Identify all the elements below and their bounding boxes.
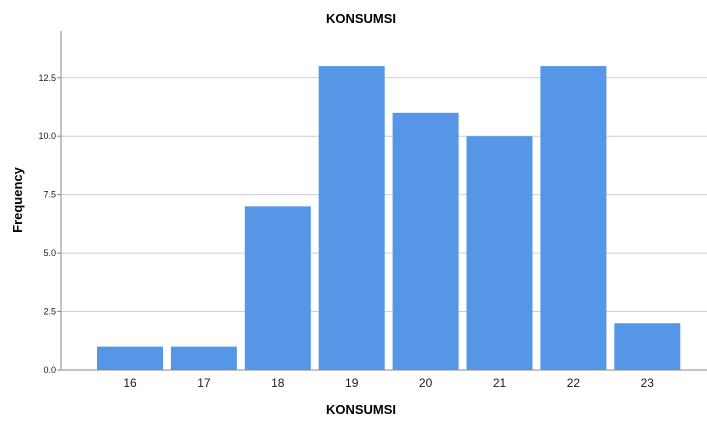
bar-19 xyxy=(318,66,385,370)
x-tick-label: 21 xyxy=(493,376,507,390)
bar-21 xyxy=(466,136,533,370)
y-tick-label: 12.5 xyxy=(38,73,56,83)
bar-22 xyxy=(540,66,607,370)
y-tick-label: 2.5 xyxy=(43,307,56,317)
y-tick-label: 5.0 xyxy=(43,248,56,258)
bars xyxy=(97,66,681,371)
x-tick-label: 17 xyxy=(197,376,211,390)
x-tick-label: 18 xyxy=(271,376,285,390)
y-tick-label: 0.0 xyxy=(43,365,56,375)
bar-20 xyxy=(392,112,459,371)
x-tick-label: 20 xyxy=(419,376,433,390)
bar-17 xyxy=(170,346,237,370)
x-axis-label: KONSUMSI xyxy=(326,402,396,417)
y-tick-label: 10.0 xyxy=(38,131,56,141)
bar-18 xyxy=(244,206,311,370)
chart-title: KONSUMSI xyxy=(326,11,396,26)
y-tick-label: 7.5 xyxy=(43,190,56,200)
x-tick-labels: 16 17 18 19 20 21 22 23 xyxy=(123,376,654,390)
x-tick-label: 23 xyxy=(641,376,655,390)
y-axis-label: Frequency xyxy=(10,166,25,233)
y-tick-labels: 0.0 2.5 5.0 7.5 10.0 12.5 xyxy=(38,73,61,375)
axes xyxy=(60,31,707,371)
x-tick-label: 19 xyxy=(345,376,359,390)
x-tick-label: 22 xyxy=(567,376,581,390)
x-tick-label: 16 xyxy=(123,376,137,390)
bar-23 xyxy=(614,323,681,370)
bar-16 xyxy=(97,346,163,370)
